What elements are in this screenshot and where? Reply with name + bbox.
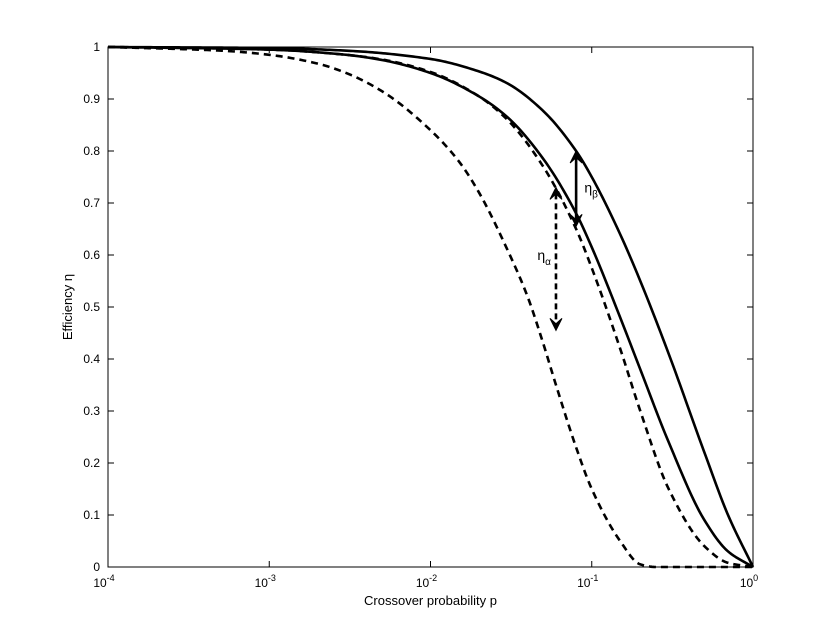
arrow-head xyxy=(549,186,563,200)
x-tick-label: 10-1 xyxy=(577,573,598,590)
series-line-3-dashed xyxy=(107,45,754,569)
x-axis-label: Crossover probability p xyxy=(364,593,497,608)
y-tick-label: 0.6 xyxy=(83,248,100,262)
y-tick-label: 0.9 xyxy=(83,92,100,106)
x-tick-label: 10-3 xyxy=(255,573,276,590)
y-tick-label: 0.4 xyxy=(83,352,100,366)
y-axis-label: Efficiency η xyxy=(60,274,75,340)
arrow-head xyxy=(569,149,583,164)
y-tick-label: 1 xyxy=(93,40,100,54)
y-tick-label: 0 xyxy=(93,560,100,574)
y-tick-label: 0.5 xyxy=(83,300,100,314)
x-tick-label: 10-4 xyxy=(93,573,114,590)
arrow-head xyxy=(549,318,563,332)
plot-area-frame xyxy=(107,46,754,568)
x-tick-label: 10-2 xyxy=(416,573,437,590)
annotation-label-eta-alpha: ηα xyxy=(537,247,551,268)
series-line-1-solid xyxy=(107,45,754,569)
series-line-4-dashed xyxy=(107,45,753,569)
y-tick-label: 0.1 xyxy=(83,508,100,522)
arrow-head xyxy=(569,214,583,228)
y-tick-label: 0.2 xyxy=(83,456,100,470)
x-tick-label: 100 xyxy=(740,573,758,590)
y-tick-label: 0.7 xyxy=(83,196,100,210)
series-line-2-solid xyxy=(107,45,755,568)
y-tick-label: 0.3 xyxy=(83,404,100,418)
tick-layer: 10-4 10-3 10-2 10-1 100 0 0.1 0.2 0.3 0.4 0.5 0.6 0.… xyxy=(83,40,758,590)
series-layer xyxy=(107,45,755,569)
y-tick-label: 0.8 xyxy=(83,144,100,158)
